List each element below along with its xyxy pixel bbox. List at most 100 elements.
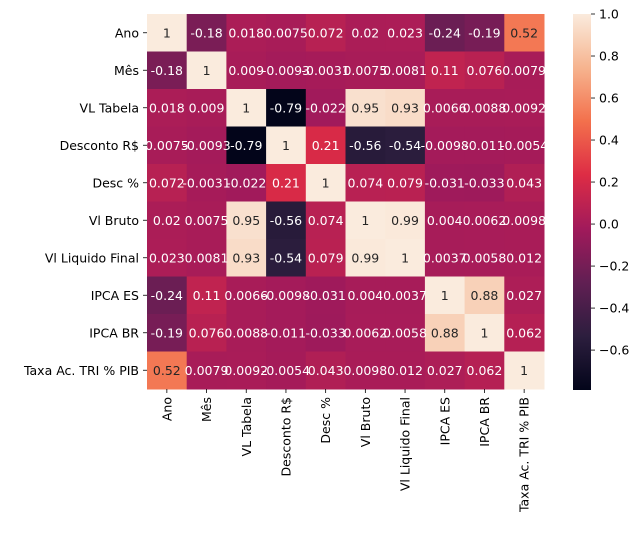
cell-value-label: -0.18 <box>190 25 222 40</box>
cell-value-label: 0.02 <box>153 213 181 228</box>
cell-value-label: 0.0079 <box>502 63 546 78</box>
heatmap-cell-r3-c0 <box>147 126 188 165</box>
heatmap-cell-r7-c4 <box>305 276 346 315</box>
cell-value-label: 0.93 <box>232 250 260 265</box>
heatmap-cell-r5-c1 <box>186 201 227 240</box>
heatmap-cell-r7-c9 <box>504 276 545 315</box>
x-tick-label-vl-bruto: Vl Bruto <box>358 397 373 447</box>
heatmap-cell-r2-c8 <box>464 89 505 127</box>
cell-value-label: 0.076 <box>467 63 503 78</box>
heatmap-cell-r6-c8 <box>464 239 505 277</box>
heatmap-cell-r9-c4 <box>305 351 346 390</box>
x-tick-label-ano: Ano <box>159 397 174 421</box>
x-tick-label-desconto-r: Desconto R$ <box>278 397 293 476</box>
cell-value-label: 0.072 <box>308 25 344 40</box>
cell-value-label: 0.0092 <box>224 363 268 378</box>
heatmap-cell-r7-c3 <box>266 276 307 315</box>
cell-value-label: 0.0037 <box>383 288 427 303</box>
heatmap-cell-r4-c9 <box>504 164 545 202</box>
cell-value-label: 0.062 <box>506 325 542 340</box>
heatmap-cell-r1-c9 <box>504 51 545 90</box>
heatmap-cell-r0-c6 <box>385 14 426 52</box>
heatmap-cell-r0-c3 <box>266 14 307 52</box>
cell-value-label: 0.0037 <box>423 250 467 265</box>
heatmap-cell-r6-c0 <box>147 239 188 277</box>
heatmap-cell-r5-c8 <box>464 201 505 240</box>
heatmap-cell-r0-c0 <box>147 14 188 52</box>
cell-value-label: 1 <box>163 25 171 40</box>
heatmap-cell-r4-c7 <box>424 164 466 202</box>
colorbar-tick-label: 0.2 <box>599 175 619 190</box>
heatmap-cell-r9-c0 <box>147 351 188 390</box>
cell-value-label: 0.023 <box>149 250 185 265</box>
heatmap-cell-r9-c1 <box>186 351 227 390</box>
cell-value-label: -0.011 <box>266 325 306 340</box>
colorbar-axis: −0.6 −0.4 −0.2 0.0 0.2 0.4 0.6 0.8 1.0 <box>591 7 629 358</box>
heatmap-cell-r0-c8 <box>464 14 505 52</box>
heatmap-cell-r9-c6 <box>385 351 426 390</box>
heatmap-annotations: 1 -0.18 0.018 0.0075 0.072 0.02 0.023 -0.24 -0.1… <box>145 25 548 378</box>
heatmap-cell-r8-c1 <box>186 314 227 352</box>
heatmap-cell-r3-c6 <box>385 126 426 165</box>
heatmap-cell-r5-c7 <box>424 201 466 240</box>
cell-value-label: 0.99 <box>391 213 419 228</box>
heatmap-cell-r1-c8 <box>464 51 505 90</box>
heatmap-cell-r5-c4 <box>305 201 346 240</box>
y-tick-label-vl-liquido-final: Vl Liquido Final <box>45 250 139 265</box>
heatmap-cell-r4-c0 <box>147 164 188 202</box>
y-tick-label-ipca-br: IPCA BR <box>89 325 139 340</box>
cell-value-label: -0.0098 <box>262 288 310 303</box>
y-tick-label-desconto-r: Desconto R$ <box>60 138 139 153</box>
cell-value-label: -0.0098 <box>421 138 469 153</box>
heatmap-cell-r8-c7 <box>424 314 466 352</box>
heatmap-cell-r8-c9 <box>504 314 545 352</box>
cell-value-label: 0.018 <box>149 100 185 115</box>
cell-value-label: 0.0062 <box>463 213 507 228</box>
heatmap-cell-r8-c3 <box>266 314 307 352</box>
cell-value-label: -0.0093 <box>182 138 230 153</box>
cell-value-label: -0.54 <box>270 250 302 265</box>
heatmap-cell-r9-c8 <box>464 351 505 390</box>
heatmap-cell-r6-c2 <box>226 239 267 277</box>
heatmap-cell-r8-c6 <box>385 314 426 352</box>
cell-value-label: -0.19 <box>468 25 500 40</box>
cell-value-label: -0.033 <box>464 175 504 190</box>
heatmap-cell-r8-c2 <box>226 314 267 352</box>
heatmap-cell-r6-c6 <box>385 239 426 277</box>
cell-value-label: 0.018 <box>228 25 264 40</box>
cell-value-label: 0.009 <box>228 63 264 78</box>
colorbar-tick-label: 1.0 <box>599 7 619 22</box>
heatmap-cell-r5-c9 <box>504 201 545 240</box>
cell-value-label: -0.022 <box>306 100 346 115</box>
cell-value-label: 0.0075 <box>185 213 229 228</box>
cell-value-label: -0.19 <box>151 325 183 340</box>
heatmap-cell-r0-c2 <box>226 14 267 52</box>
cell-value-label: 0.0062 <box>343 325 387 340</box>
heatmap-cell-r7-c2 <box>226 276 267 315</box>
heatmap-cell-r3-c3 <box>266 126 307 165</box>
cell-value-label: -0.0054 <box>262 363 310 378</box>
heatmap-cell-r6-c7 <box>424 239 466 277</box>
y-tick-label-vl-tabela: VL Tabela <box>80 100 139 115</box>
cell-value-label: 0.0081 <box>185 250 229 265</box>
y-tick-label-m-s: Mês <box>114 63 139 78</box>
cell-value-label: 0.95 <box>351 100 379 115</box>
x-tick-label-taxa-ac-tri-pib: Taxa Ac. TRI % PIB <box>517 397 532 513</box>
heatmap-cell-r4-c4 <box>305 164 346 202</box>
heatmap-cell-r4-c5 <box>345 164 386 202</box>
heatmap-cell-r2-c0 <box>147 89 188 127</box>
x-tick-label-vl-tabela: VL Tabela <box>239 397 254 456</box>
cell-value-label: 0.0058 <box>383 325 427 340</box>
cell-value-label: 0.074 <box>308 213 344 228</box>
heatmap-cell-r7-c5 <box>345 276 386 315</box>
cell-value-label: 0.0075 <box>264 25 308 40</box>
heatmap-cell-r1-c1 <box>186 51 227 90</box>
cell-value-label: 0.004 <box>427 213 463 228</box>
heatmap-cell-r3-c5 <box>345 126 386 165</box>
heatmap-cell-r5-c2 <box>226 201 267 240</box>
cell-value-label: 0.043 <box>506 175 542 190</box>
heatmap-cell-r4-c8 <box>464 164 505 202</box>
cell-value-label: 0.0075 <box>145 138 189 153</box>
cell-value-label: 0.079 <box>308 250 344 265</box>
heatmap-cell-r8-c0 <box>147 314 188 352</box>
